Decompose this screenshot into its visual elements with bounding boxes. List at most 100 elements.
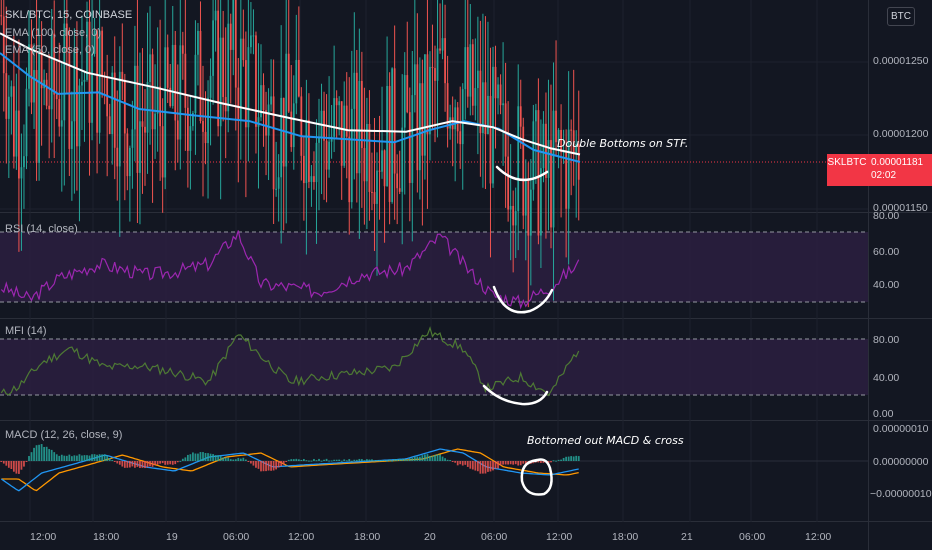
candle-body [141,121,144,127]
candle-body [108,116,111,135]
candle-body [136,65,139,173]
x-tick: 18:00 [93,531,119,543]
rsi-line [0,230,580,310]
macd-bar [126,461,129,468]
macd-tick-zero: 0.00000000 [873,456,929,468]
candle-body [413,64,416,96]
macd-bar [484,461,487,474]
candle-body [290,111,293,148]
macd-bar [222,457,225,461]
candle-body [527,179,530,236]
candle-body [214,10,217,21]
candle-body [280,97,283,178]
macd-bar [315,460,318,462]
macd-bar [328,460,330,462]
ema50-legend[interactable]: EMA (50, close, 0) [5,44,95,56]
candle-body [166,47,169,88]
candle-body [111,72,114,135]
candle-body [489,95,492,184]
candle-body [76,48,78,147]
macd-legend[interactable]: MACD (12, 26, close, 9) [5,429,123,441]
macd-bar [70,456,73,461]
candle-body [519,106,522,127]
candle-body [244,60,247,128]
candle-body [18,110,20,179]
macd-bar [512,461,515,465]
candle-body [181,45,184,54]
macd-bar [348,459,351,461]
candle-body [572,130,575,155]
macd-bar [232,459,235,461]
macd-bar [35,445,38,461]
macd-bar [134,461,136,468]
mfi-legend[interactable]: MFI (14) [5,325,47,337]
candle-body [204,131,207,144]
macd-bar [2,461,5,464]
macd-bar [43,446,46,461]
macd-bar [86,455,88,461]
candle-body [509,205,512,210]
macd-bar [275,461,278,470]
macd-bar [466,461,469,467]
macd-bar [408,458,411,461]
macd-bar [12,461,15,472]
macd-bar [345,460,348,462]
candle-body [537,110,540,236]
candle-body [171,44,174,106]
candle-body [285,53,288,167]
candle-body [302,155,305,184]
macd-bar [176,461,179,463]
candle-body [202,121,204,132]
macd-bar [320,460,323,462]
macd-bar [340,460,343,462]
macd-bar [239,458,242,461]
candle-body [497,84,499,99]
candle-body [522,126,525,216]
x-tick: 06:00 [481,531,507,543]
macd-bar [128,461,131,468]
candle-body [277,177,280,189]
rsi-legend[interactable]: RSI (14, close) [5,223,78,235]
currency-button[interactable]: BTC [887,7,915,26]
candle-body [416,64,419,171]
macd-bar [537,461,540,463]
candle-body [260,85,262,118]
candle-body [504,103,507,157]
rsi-band-fill [0,232,868,302]
candle-body [358,80,361,174]
macd-bar [371,459,373,461]
macd-bar [444,458,446,461]
ema100-legend[interactable]: EMA (100, close, 0) [5,27,101,39]
candle-body [272,96,275,190]
macd-bar [388,459,391,461]
macd-bar [113,461,116,462]
macd-bar [257,461,260,469]
macd-bar [247,461,250,462]
macd-bar [40,444,43,461]
candle-body [287,53,290,112]
macd-bar [252,461,255,466]
candle-body [232,0,235,50]
symbol-title[interactable]: SKL/BTC, 15, COINBASE [5,9,133,21]
candle-body [439,48,441,51]
macd-bar [446,459,449,461]
candle-body [113,72,116,148]
x-tick: 06:00 [739,531,765,543]
candle-body [53,33,56,95]
macd-bar [55,454,58,461]
macd-bar [204,453,207,461]
candle-body [35,70,38,163]
macd-bar [88,455,91,461]
macd-bar [267,461,270,471]
candle-body [227,23,230,112]
candle-body [466,47,469,97]
macd-bar [343,459,346,461]
macd-bar [103,454,106,461]
candle-body [159,86,162,127]
candle-body [340,101,343,166]
macd-bar [265,461,267,472]
macd-bar [224,457,227,461]
candle-body [247,47,250,128]
